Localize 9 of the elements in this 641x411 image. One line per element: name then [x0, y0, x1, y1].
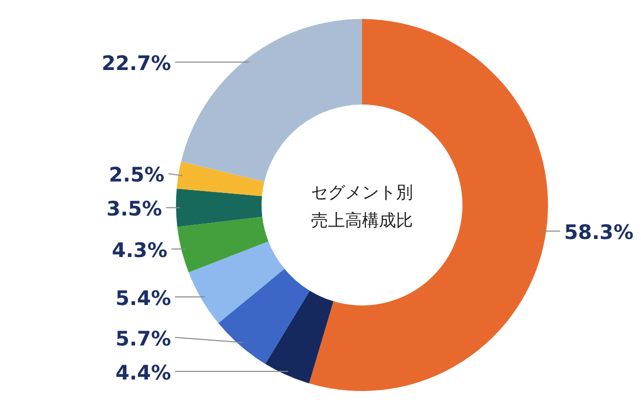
data-label: 58.3%	[564, 220, 634, 244]
data-label: 5.7%	[116, 326, 171, 350]
data-label: 22.7%	[102, 51, 171, 76]
data-label: 4.4%	[116, 360, 171, 384]
data-label: 3.5%	[106, 196, 162, 221]
data-label: 5.4%	[116, 286, 171, 310]
text: セグメント別売上高構成比	[311, 183, 413, 231]
data-label: 2.5%	[108, 162, 164, 187]
data-label: 4.3%	[112, 238, 168, 262]
